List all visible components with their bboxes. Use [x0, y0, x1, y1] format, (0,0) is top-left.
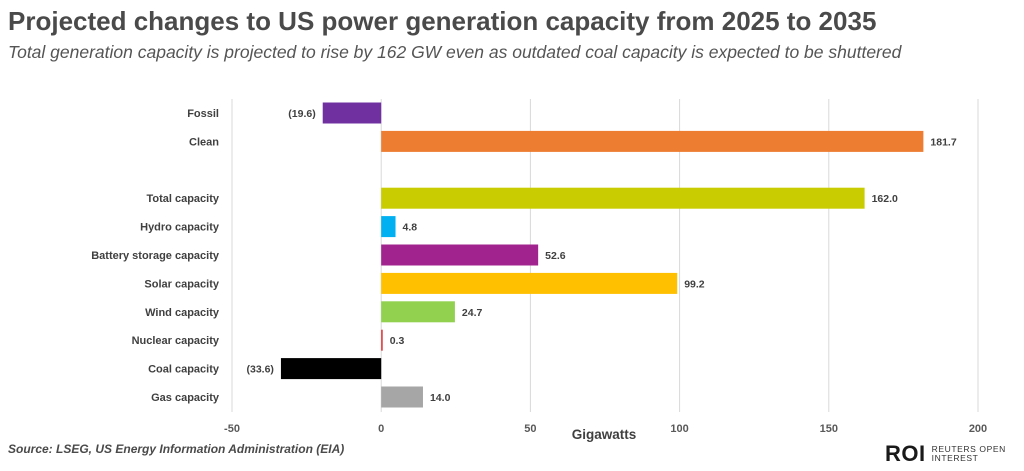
category-label-coal-capacity: Coal capacity — [148, 364, 220, 376]
x-axis-title: Gigawatts — [572, 427, 637, 442]
data-label-nuclear-capacity: 0.3 — [390, 335, 405, 347]
category-label-clean: Clean — [189, 136, 219, 148]
source-note: Source: LSEG, US Energy Information Admi… — [8, 442, 345, 456]
data-label-battery-storage-capacity: 52.6 — [545, 250, 566, 262]
category-label-solar-capacity: Solar capacity — [144, 278, 219, 290]
chart-title: Projected changes to US power generation… — [8, 6, 877, 36]
x-tick-label: -50 — [224, 423, 240, 435]
x-tick-label: 200 — [969, 423, 987, 435]
x-tick-label: 150 — [820, 423, 838, 435]
bar-clean — [381, 130, 924, 152]
bar-nuclear-capacity — [381, 329, 383, 351]
data-label-hydro-capacity: 4.8 — [403, 222, 418, 234]
x-tick-label: 0 — [378, 423, 384, 435]
bar-solar-capacity — [381, 272, 678, 294]
bar-battery-storage-capacity — [381, 244, 539, 266]
bar-fossil — [322, 102, 382, 124]
category-label-hydro-capacity: Hydro capacity — [140, 222, 220, 234]
category-label-gas-capacity: Gas capacity — [151, 392, 220, 404]
category-label-nuclear-capacity: Nuclear capacity — [132, 335, 220, 347]
data-label-clean: 181.7 — [930, 136, 956, 148]
category-label-wind-capacity: Wind capacity — [145, 307, 220, 319]
logo-line-2: INTEREST — [931, 453, 979, 463]
category-label-battery-storage-capacity: Battery storage capacity — [91, 250, 220, 262]
logo-line-1: REUTERS OPEN — [931, 444, 1006, 454]
data-label-fossil: (19.6) — [288, 108, 315, 120]
roi-logo: ROI REUTERS OPEN INTEREST — [885, 441, 1006, 467]
data-label-solar-capacity: 99.2 — [684, 278, 705, 290]
data-label-wind-capacity: 24.7 — [462, 307, 483, 319]
data-label-gas-capacity: 14.0 — [430, 392, 451, 404]
category-label-fossil: Fossil — [187, 108, 219, 120]
data-label-coal-capacity: (33.6) — [247, 364, 274, 376]
bar-hydro-capacity — [381, 216, 396, 238]
x-tick-label: 100 — [670, 423, 688, 435]
logo-mark: ROI — [885, 441, 926, 466]
logo-text: REUTERS OPEN INTEREST — [932, 445, 1006, 463]
bar-wind-capacity — [381, 301, 455, 323]
category-label-total-capacity: Total capacity — [146, 193, 219, 205]
x-tick-label: 50 — [524, 423, 536, 435]
bar-coal-capacity — [280, 358, 382, 380]
chart-subtitle: Total generation capacity is projected t… — [8, 42, 902, 62]
bar-gas-capacity — [381, 386, 423, 408]
bar-total-capacity — [381, 187, 865, 209]
data-label-total-capacity: 162.0 — [872, 193, 898, 205]
